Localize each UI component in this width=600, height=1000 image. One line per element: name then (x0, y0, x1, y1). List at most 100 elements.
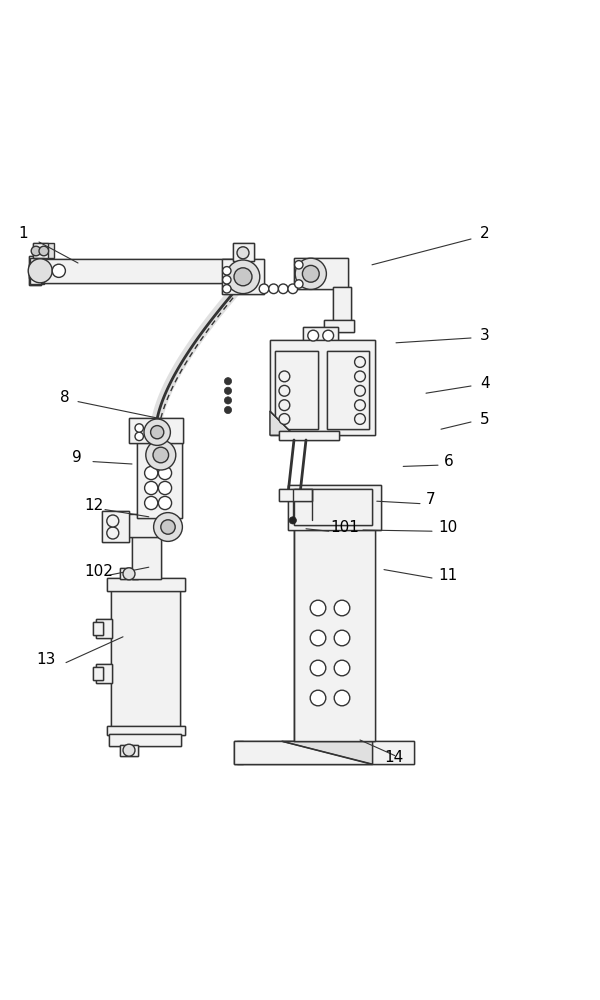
Circle shape (154, 513, 182, 541)
Circle shape (145, 496, 158, 510)
Bar (270, 340, 375, 435)
Bar (237, 741, 243, 764)
Bar (120, 745, 138, 756)
Circle shape (153, 447, 169, 463)
Bar (93, 622, 103, 635)
Circle shape (161, 520, 175, 534)
Bar (96, 619, 112, 638)
Circle shape (223, 276, 231, 284)
Bar (29, 256, 41, 285)
Text: 1: 1 (18, 226, 28, 240)
Bar (33, 243, 54, 258)
Bar (111, 590, 180, 728)
Bar (102, 511, 129, 542)
Bar (294, 258, 348, 289)
Circle shape (224, 397, 232, 404)
Bar (126, 514, 168, 537)
Bar (109, 734, 181, 746)
Bar (129, 418, 183, 443)
Bar (279, 431, 339, 440)
Circle shape (107, 527, 119, 539)
Bar (29, 256, 41, 285)
Circle shape (310, 660, 326, 676)
Circle shape (151, 426, 164, 439)
Bar (279, 489, 312, 501)
Circle shape (279, 371, 290, 382)
Bar (372, 488, 377, 512)
Bar (294, 489, 372, 525)
Bar (107, 726, 185, 735)
Bar (33, 243, 48, 258)
Bar (275, 351, 318, 429)
Bar (30, 258, 44, 284)
Circle shape (308, 330, 319, 341)
Bar (333, 287, 351, 326)
Circle shape (145, 466, 158, 480)
Bar (37, 259, 241, 283)
Circle shape (158, 466, 172, 480)
Circle shape (123, 568, 135, 580)
Text: 4: 4 (480, 375, 490, 390)
Circle shape (295, 258, 326, 289)
Polygon shape (282, 741, 372, 764)
Circle shape (310, 600, 326, 616)
Bar (372, 488, 377, 512)
Circle shape (289, 517, 296, 524)
Circle shape (39, 246, 49, 256)
Bar (132, 531, 161, 579)
Circle shape (223, 285, 231, 293)
Bar (29, 264, 38, 278)
Bar (126, 514, 168, 537)
Bar (233, 243, 254, 261)
Bar (270, 340, 375, 435)
Circle shape (135, 432, 143, 441)
Circle shape (323, 330, 334, 341)
Circle shape (52, 264, 65, 277)
Bar (96, 664, 112, 683)
Bar (288, 485, 381, 530)
Circle shape (279, 385, 290, 396)
Circle shape (334, 660, 350, 676)
Text: 13: 13 (36, 652, 55, 666)
Bar (222, 259, 264, 294)
Bar (93, 622, 103, 635)
Circle shape (279, 414, 290, 424)
Bar (279, 489, 312, 501)
Circle shape (310, 690, 326, 706)
Bar (132, 531, 161, 579)
Circle shape (334, 690, 350, 706)
Bar (120, 568, 138, 579)
Circle shape (146, 440, 176, 470)
Bar (107, 578, 185, 591)
Bar (294, 258, 348, 289)
Circle shape (31, 246, 41, 256)
Bar (294, 489, 372, 525)
Text: 11: 11 (438, 568, 457, 582)
Text: 101: 101 (330, 520, 359, 534)
Bar (93, 667, 103, 680)
Circle shape (158, 496, 172, 510)
Bar (107, 726, 185, 735)
Circle shape (123, 744, 135, 756)
Circle shape (28, 259, 52, 283)
Circle shape (237, 247, 249, 259)
Text: 14: 14 (384, 750, 403, 766)
Circle shape (144, 419, 170, 445)
Bar (111, 590, 180, 728)
Bar (222, 259, 264, 294)
Bar (29, 264, 38, 278)
Bar (303, 327, 338, 344)
Text: 2: 2 (480, 226, 490, 240)
Circle shape (355, 400, 365, 411)
Bar (234, 741, 414, 764)
Circle shape (355, 385, 365, 396)
Bar (234, 741, 414, 764)
Bar (324, 320, 354, 332)
Circle shape (355, 357, 365, 367)
Circle shape (224, 378, 232, 385)
Circle shape (224, 406, 232, 414)
Circle shape (234, 268, 252, 286)
Circle shape (107, 515, 119, 527)
Bar (129, 418, 183, 443)
Circle shape (279, 400, 290, 411)
